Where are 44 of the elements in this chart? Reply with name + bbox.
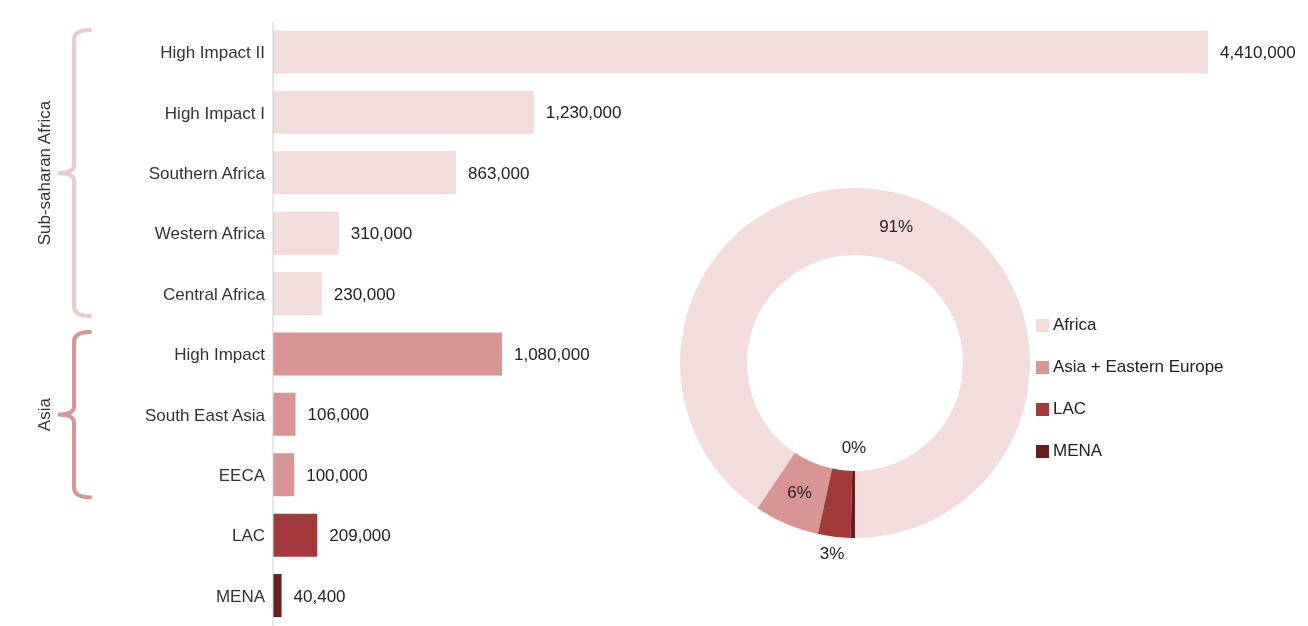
donut-slice <box>850 470 855 538</box>
data-label: 91% <box>879 217 914 237</box>
data-label: 6% <box>787 482 812 502</box>
y-tick-label: MENA <box>215 586 266 606</box>
data-label: 230,000 <box>333 284 396 304</box>
data-label: 209,000 <box>329 526 391 546</box>
bar <box>273 151 456 195</box>
bar <box>273 392 296 436</box>
data-label: 40,400 <box>293 586 346 606</box>
data-label: 100,000 <box>306 465 368 485</box>
legend-label: Africa <box>1053 315 1097 334</box>
bar <box>273 211 339 255</box>
y-tick-label: High Impact I <box>164 103 265 123</box>
legend-label: MENA <box>1053 441 1103 460</box>
donut-slice <box>817 468 853 538</box>
bar <box>273 332 502 376</box>
y-tick-label: High Impact II <box>160 43 265 63</box>
text: Asia <box>35 397 55 432</box>
bar <box>273 574 282 618</box>
donut-slice <box>757 452 833 535</box>
y-tick-label: Southern Africa <box>148 164 266 184</box>
data-label: 106,000 <box>307 405 369 425</box>
y-tick-label: South East Asia <box>144 405 266 425</box>
donut-slice <box>680 188 1030 538</box>
data-label: 0% <box>841 438 867 458</box>
bar <box>273 30 1208 74</box>
bar <box>273 272 322 316</box>
legend-label: LAC <box>1053 399 1087 418</box>
data-label: 310,000 <box>350 224 413 244</box>
y-tick-label: High Impact <box>174 345 266 365</box>
data-label: 863,000 <box>467 163 530 183</box>
y-tick-label: EECA <box>218 466 266 486</box>
y-tick-label: Central Africa <box>162 284 266 304</box>
bar <box>273 513 318 557</box>
data-label: 3% <box>819 544 845 564</box>
y-tick-label: Western Africa <box>154 224 266 244</box>
data-label: 1,230,000 <box>545 103 622 123</box>
legend-label: Asia + Eastern Europe <box>1053 357 1224 376</box>
bar <box>273 453 295 497</box>
data-label: 1,080,000 <box>513 344 590 364</box>
data-label: 4,410,000 <box>1220 42 1296 62</box>
y-tick-label: LAC <box>231 526 265 546</box>
text: Sub-saharan Africa <box>35 100 55 246</box>
bar <box>273 90 534 134</box>
